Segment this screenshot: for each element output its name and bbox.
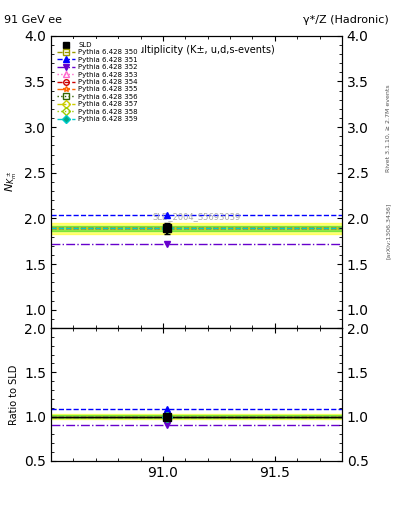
- Bar: [51, 226, 342, 231]
- Text: γ*/Z (Hadronic): γ*/Z (Hadronic): [303, 15, 389, 26]
- Text: K multiplicity (K±, u,d,s-events): K multiplicity (K±, u,d,s-events): [119, 45, 274, 55]
- Y-axis label: Ratio to SLD: Ratio to SLD: [9, 364, 19, 424]
- Bar: [51, 414, 342, 419]
- Text: 91 GeV ee: 91 GeV ee: [4, 15, 62, 26]
- Bar: [51, 415, 342, 418]
- Text: [arXiv:1306.3436]: [arXiv:1306.3436]: [386, 202, 391, 259]
- Legend: SLD, Pythia 6.428 350, Pythia 6.428 351, Pythia 6.428 352, Pythia 6.428 353, Pyt: SLD, Pythia 6.428 350, Pythia 6.428 351,…: [55, 39, 141, 125]
- Text: Rivet 3.1.10, ≥ 2.7M events: Rivet 3.1.10, ≥ 2.7M events: [386, 84, 391, 172]
- Y-axis label: $N_{K^\pm_m}$: $N_{K^\pm_m}$: [3, 172, 19, 193]
- Text: SLD_2004_S5693039: SLD_2004_S5693039: [152, 212, 241, 222]
- Bar: [51, 223, 342, 233]
